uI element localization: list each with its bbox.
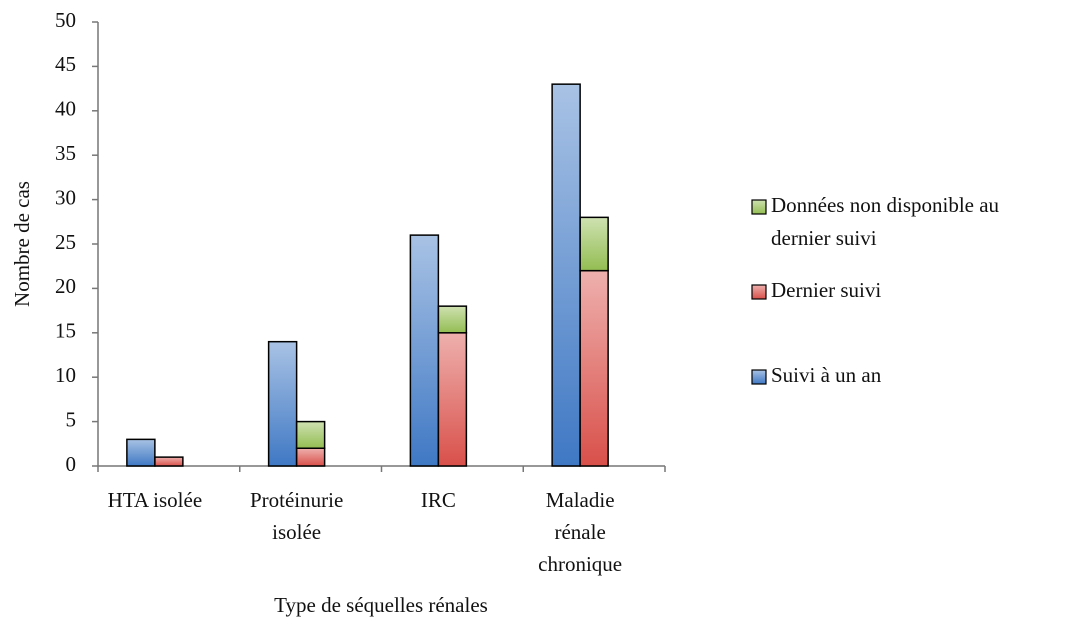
bar — [409, 234, 440, 467]
y-tick-label: 40 — [55, 97, 76, 121]
y-tick-label: 25 — [55, 230, 76, 254]
y-tick-label: 15 — [55, 319, 76, 343]
y-tick-label: 10 — [55, 363, 76, 387]
bar — [295, 420, 326, 449]
bar — [579, 216, 609, 272]
y-tick-label: 30 — [55, 185, 76, 209]
bar — [154, 456, 184, 467]
y-axis-title: Nombre de cas — [10, 181, 34, 307]
y-tick-label: 35 — [55, 141, 76, 165]
bar — [579, 269, 609, 467]
x-tick-label: HTA isolée — [108, 488, 203, 512]
y-tick-label: 20 — [55, 274, 76, 298]
x-tick-label: IRC — [421, 488, 456, 512]
legend-swatch — [751, 284, 767, 300]
legend-swatch — [751, 369, 767, 385]
bar — [295, 447, 326, 467]
legend-label: Suivi à un an — [771, 363, 882, 387]
y-tick-label: 50 — [55, 8, 76, 32]
y-tick-label: 0 — [66, 452, 77, 476]
legend-label: Dernier suivi — [771, 278, 881, 302]
legend-swatch — [751, 199, 767, 215]
x-tick-label: Maladie rénale chronique — [538, 488, 622, 576]
y-tick-label: 5 — [66, 407, 77, 431]
bar — [437, 305, 468, 334]
y-tick-label: 45 — [55, 52, 76, 76]
bar — [126, 438, 156, 467]
bar — [551, 83, 581, 467]
x-axis-title: Type de séquelles rénales — [274, 593, 488, 617]
legend-label: Données non disponible au dernier suivi — [771, 193, 1000, 250]
bar — [267, 340, 298, 467]
bar — [437, 332, 468, 467]
x-tick-label: Protéinurie isolée — [250, 488, 343, 544]
